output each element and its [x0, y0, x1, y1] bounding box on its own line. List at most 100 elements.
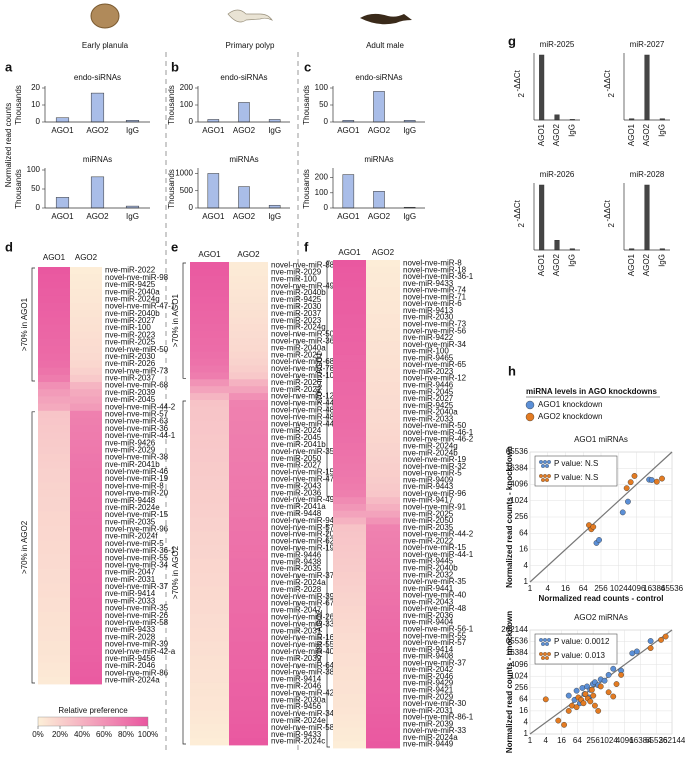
x-tick-label: 1024 [600, 736, 618, 745]
heat-cell-ago1 [190, 310, 229, 318]
row-label: novel-nve-miR-44-2 [105, 402, 176, 411]
row-label: nve-miR-9408 [403, 652, 454, 661]
heat-cell-ago1 [333, 361, 366, 369]
heat-cell-ago1 [333, 422, 366, 430]
bar [268, 119, 281, 123]
y-axis-title: Thousands [14, 169, 23, 209]
heat-cell-ago2 [70, 648, 102, 656]
heat-cell-ago1 [190, 613, 229, 622]
heat-cell-ago2 [70, 468, 102, 476]
row-label: nve-miR-9429 [403, 679, 454, 688]
y-tick-label: 64 [519, 528, 528, 537]
heat-cell-ago1 [38, 662, 70, 671]
row-label: nve-miR-2037 [105, 374, 156, 383]
heat-cell-ago2 [229, 420, 268, 428]
row-label: nve-miR-2024b [403, 448, 458, 457]
heat-cell-ago2 [70, 504, 102, 512]
heat-cell-ago1 [190, 524, 229, 532]
row-label: novel-nve-miR-16 [271, 633, 335, 642]
row-label: novel-nve-miR-50 [403, 421, 467, 430]
legend-marker [541, 464, 545, 468]
row-label: novel-nve-miR-100-1 [271, 371, 346, 380]
x-tick-label: IgG [126, 126, 139, 135]
heat-cell-ago2 [366, 680, 400, 688]
row-label: novel-nve-miR-58 [105, 618, 169, 627]
heat-cell-ago1 [333, 293, 366, 302]
x-axis-title: Normalized read counts - control [539, 594, 664, 603]
heat-cell-ago1 [38, 403, 70, 412]
heat-cell-ago1 [333, 510, 366, 518]
heat-cell-ago1 [333, 409, 366, 417]
row-label: novel-nve-miR-73 [403, 319, 467, 328]
heat-cell-ago2 [70, 626, 102, 635]
heat-cell-ago2 [70, 561, 102, 570]
row-label: novel-nve-miR-57 [271, 523, 335, 532]
heat-cell-ago2 [70, 295, 102, 304]
row-label: nve-miR-2024a [271, 578, 326, 587]
row-label: novel-nve-miR-6 [403, 299, 462, 308]
heat-cell-ago2 [229, 310, 268, 318]
y-tick-label: 10 [31, 100, 40, 109]
heat-cell-ago2 [70, 511, 102, 520]
heat-cell-ago1 [333, 341, 366, 349]
heat-cell-ago1 [190, 406, 229, 415]
row-label: novel-nve-miR-58 [271, 723, 335, 732]
heat-cell-ago2 [366, 280, 400, 288]
heat-cell-ago2 [229, 351, 268, 359]
heat-cell-ago1 [38, 540, 70, 548]
heat-cell-ago2 [229, 558, 268, 566]
point [590, 524, 597, 530]
heat-cell-ago2 [70, 525, 102, 534]
row-label: novel-nve-miR-34 [271, 709, 335, 718]
chart-title: miRNAs [229, 155, 258, 164]
heat-cell-ago1 [190, 296, 229, 304]
legend-tick-label: 80% [118, 730, 134, 739]
heat-cell-ago2 [366, 368, 400, 376]
heat-cell-ago2 [366, 687, 400, 695]
heat-cell-ago2 [70, 547, 102, 555]
heat-cell-ago1 [333, 659, 366, 668]
heat-cell-ago2 [229, 669, 268, 677]
x-tick-label: 16384 [643, 584, 666, 593]
y-tick-label: 0 [36, 203, 41, 212]
heat-cell-ago1 [190, 482, 229, 491]
point [610, 693, 617, 700]
heat-cell-ago2 [366, 598, 400, 607]
row-label: nve-miR-2027 [271, 461, 322, 470]
heat-cell-ago1 [190, 731, 229, 739]
heat-cell-ago1 [38, 439, 70, 448]
heat-cell-ago2 [366, 476, 400, 485]
heat-cell-ago1 [190, 427, 229, 435]
heat-cell-ago2 [366, 544, 400, 552]
heat-cell-ago1 [38, 504, 70, 512]
heat-cell-ago1 [38, 576, 70, 584]
heat-cell-ago1 [190, 655, 229, 663]
point [634, 648, 640, 655]
heat-cell-ago2 [229, 379, 268, 387]
heat-cell-ago2 [70, 288, 102, 297]
row-label: novel-nve-miR-44-1 [105, 431, 176, 440]
heat-cell-ago2 [229, 482, 268, 491]
heat-cell-ago2 [229, 613, 268, 622]
legend-marker [543, 652, 547, 656]
legend-marker [525, 400, 535, 410]
chart-title: miR-2025 [540, 40, 575, 49]
y-axis-title-exponent: -ΔΔCt [513, 199, 522, 221]
heat-cell-ago2 [366, 266, 400, 274]
heat-cell-ago2 [70, 302, 102, 311]
group-label: >70% in AGO1 [315, 351, 324, 405]
row-label: nve-miR-2024g [271, 323, 326, 332]
heat-cell-ago2 [366, 375, 400, 383]
row-label: nve-miR-2030 [271, 302, 322, 311]
row-label: novel-nve-miR-38 [105, 453, 169, 462]
heat-cell-ago2 [366, 693, 400, 701]
heat-cell-ago2 [229, 427, 268, 435]
heat-cell-ago2 [366, 639, 400, 647]
row-label: novel-nve-miR-8 [403, 258, 462, 267]
heat-cell-ago2 [366, 449, 400, 457]
point [573, 704, 580, 711]
heat-cell-ago1 [333, 653, 366, 661]
heat-cell-ago1 [190, 289, 229, 297]
point [659, 475, 665, 482]
x-tick-label: 4096 [628, 584, 646, 593]
